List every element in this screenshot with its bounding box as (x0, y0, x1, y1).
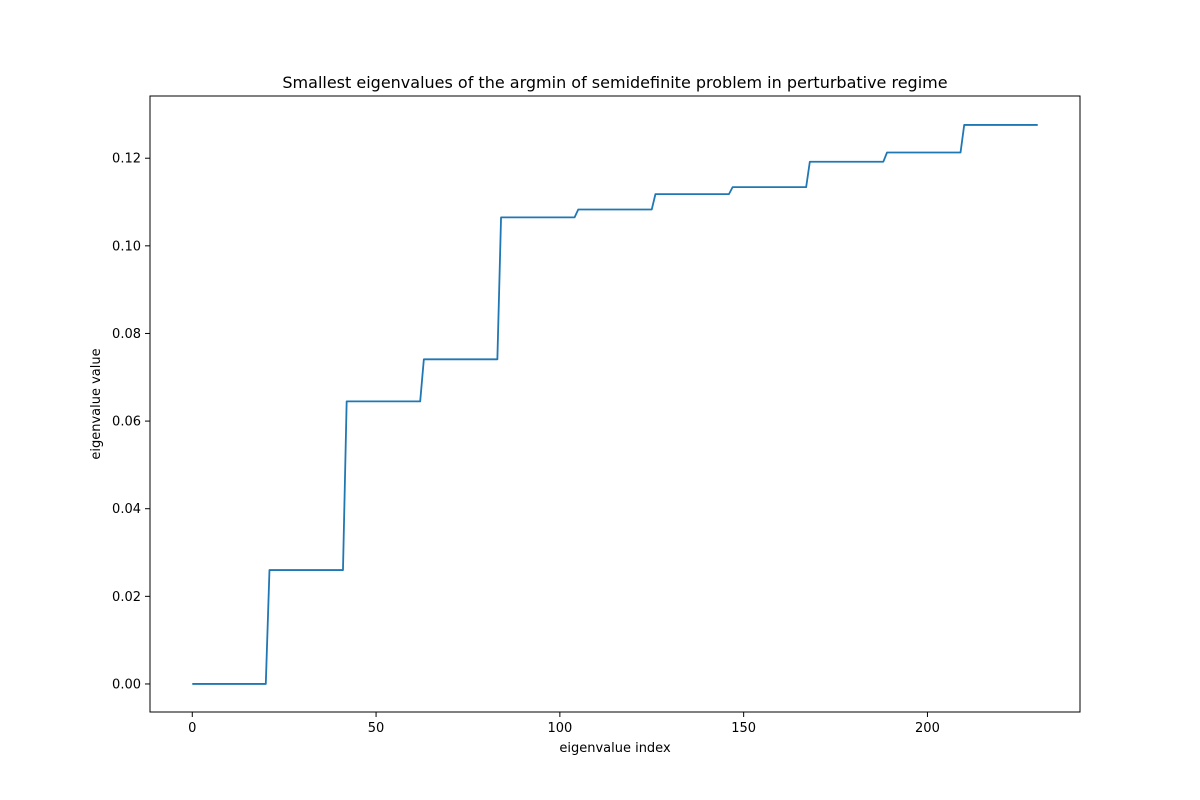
y-tick-label: 0.10 (112, 239, 141, 254)
x-tick-label: 200 (915, 721, 940, 736)
plot-area (192, 124, 1038, 685)
y-tick-label: 0.02 (112, 590, 141, 605)
y-tick-label: 0.00 (112, 677, 141, 692)
y-tick-label: 0.08 (112, 327, 141, 342)
y-axis-label: eigenvalue value (89, 348, 104, 459)
x-axis-label: eigenvalue index (559, 741, 671, 756)
y-tick-label: 0.04 (112, 502, 141, 517)
x-tick-label: 0 (188, 721, 196, 736)
y-tick-label: 0.06 (112, 415, 141, 430)
y-axis: 0.00 0.02 0.04 0.06 0.08 0.10 0.12 (112, 152, 150, 692)
chart-title: Smallest eigenvalues of the argmin of se… (282, 73, 947, 92)
x-tick-label: 150 (731, 721, 756, 736)
y-tick-label: 0.12 (112, 152, 141, 167)
x-tick-label: 100 (547, 721, 572, 736)
series-line (192, 124, 1038, 685)
x-tick-label: 50 (368, 721, 385, 736)
x-axis: 0 50 100 150 200 (188, 712, 940, 736)
axes-frame (149, 95, 1081, 713)
